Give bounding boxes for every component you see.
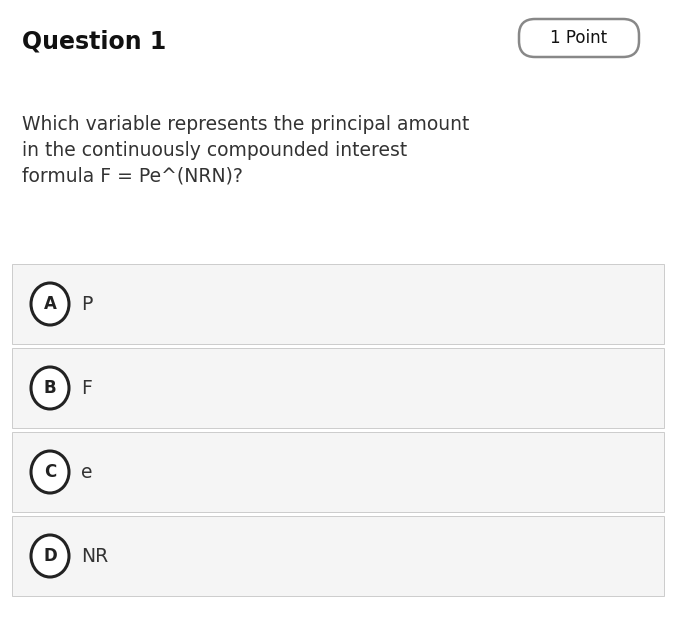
Text: A: A [43, 295, 56, 313]
FancyBboxPatch shape [12, 348, 664, 428]
Text: B: B [44, 379, 56, 397]
Text: C: C [44, 463, 56, 481]
Text: Which variable represents the principal amount: Which variable represents the principal … [22, 115, 469, 134]
Ellipse shape [31, 283, 69, 325]
Ellipse shape [31, 535, 69, 577]
Text: F: F [81, 379, 92, 397]
Ellipse shape [31, 451, 69, 493]
Text: P: P [81, 294, 93, 314]
FancyBboxPatch shape [12, 432, 664, 512]
Text: formula F = Pe^(NRN)?: formula F = Pe^(NRN)? [22, 167, 243, 186]
Text: 1 Point: 1 Point [550, 29, 608, 47]
FancyBboxPatch shape [12, 516, 664, 596]
Text: D: D [43, 547, 57, 565]
Text: e: e [81, 462, 93, 482]
FancyBboxPatch shape [519, 19, 639, 57]
Text: NR: NR [81, 547, 108, 565]
Ellipse shape [31, 367, 69, 409]
Text: in the continuously compounded interest: in the continuously compounded interest [22, 141, 407, 160]
Text: Question 1: Question 1 [22, 30, 166, 54]
FancyBboxPatch shape [12, 264, 664, 344]
